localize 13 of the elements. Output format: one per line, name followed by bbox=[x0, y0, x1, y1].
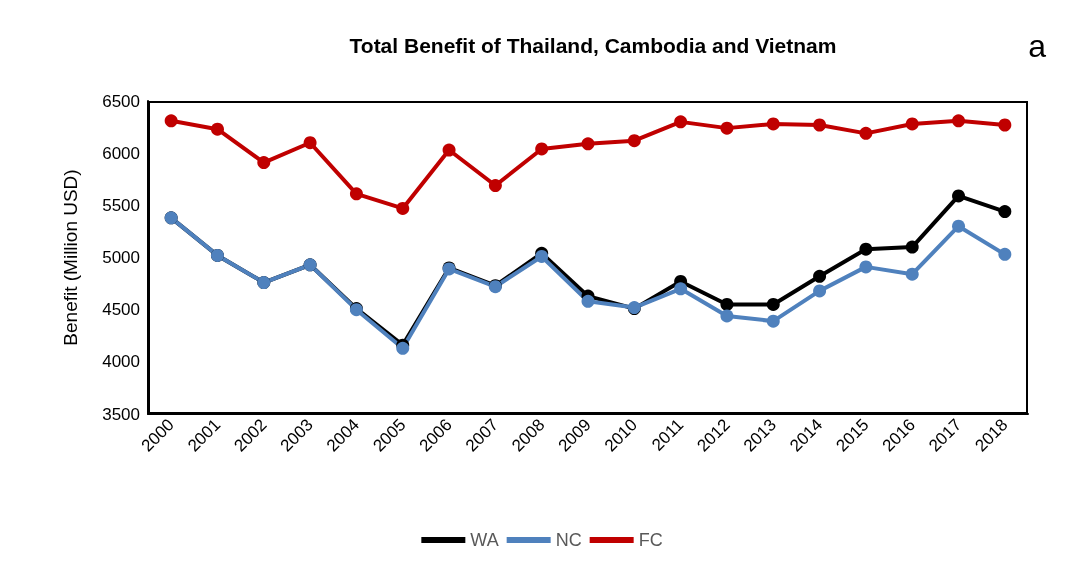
text: a bbox=[1028, 28, 1047, 64]
y-tick-label: 4000 bbox=[102, 352, 140, 372]
y-tick-label: 5000 bbox=[102, 248, 140, 267]
legend-label: NC bbox=[555, 530, 582, 550]
y-tick-label: 6500 bbox=[102, 91, 140, 111]
legend-label: WA bbox=[470, 530, 499, 550]
y-tick-label: 3500 bbox=[102, 404, 140, 424]
y-tick-label: 4500 bbox=[102, 300, 140, 320]
chart-title: Total Benefit of Thailand, Cambodia and Vietnam bbox=[349, 34, 837, 57]
y-tick-label: 6000 bbox=[102, 143, 140, 163]
y-axis-title: Benefit (Million USD) bbox=[60, 169, 81, 346]
y-tick-label: 5500 bbox=[102, 195, 140, 215]
legend-label: FC bbox=[638, 530, 663, 550]
